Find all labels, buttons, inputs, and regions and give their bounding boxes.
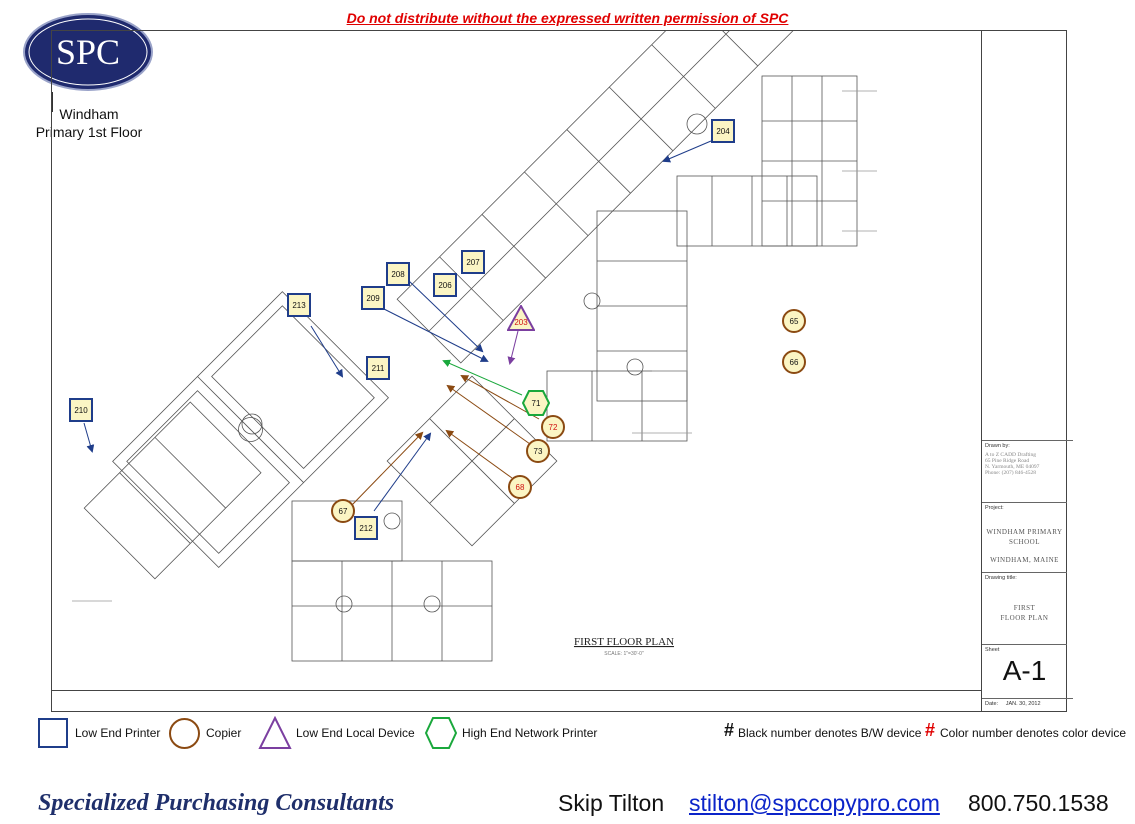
- drawn-by-line: A to Z CADD Drafting: [985, 452, 1037, 458]
- copier-marker[interactable]: 68: [508, 475, 532, 499]
- local-device-marker[interactable]: 203: [507, 305, 535, 331]
- contact-phone: 800.750.1538: [968, 790, 1109, 816]
- plan-scale: SCALE: 1"=30'-0": [604, 651, 644, 657]
- floor-label-building: Windham: [59, 106, 119, 122]
- project-label: Project:: [985, 505, 1004, 511]
- copier-marker[interactable]: 65: [782, 309, 806, 333]
- company-name: Specialized Purchasing Consultants: [38, 790, 395, 816]
- floor-label-floor: Primary 1st Floor: [35, 124, 143, 140]
- drawing-title-line: FIRST: [1013, 604, 1036, 612]
- printer-marker[interactable]: 207: [461, 250, 485, 274]
- color-note-text: Color number denotes color device: [940, 726, 1127, 740]
- logo-connector: [52, 92, 53, 112]
- sheet-number: A-1: [1002, 655, 1047, 686]
- plan-title: FIRST FLOOR PLAN: [574, 636, 674, 648]
- copier-marker[interactable]: 72: [541, 415, 565, 439]
- network-printer-marker[interactable]: 71: [522, 390, 550, 416]
- floor-plan-drawing: FIRST FLOOR PLAN SCALE: 1"=30'-0": [72, 31, 877, 662]
- printer-marker[interactable]: 212: [354, 516, 378, 540]
- copier-legend-icon: [169, 718, 200, 749]
- printer-legend-icon: [38, 718, 68, 748]
- contact-name: Skip Tilton: [558, 790, 665, 816]
- project-line: SCHOOL: [1008, 538, 1040, 546]
- hash-symbol: #: [724, 720, 735, 740]
- drawing-title-line: FLOOR PLAN: [1000, 614, 1049, 622]
- project-line: WINDHAM PRIMARY: [986, 528, 1063, 536]
- frame-bottom-rule: [51, 690, 982, 691]
- drawn-by-label: Drawn by:: [985, 443, 1010, 449]
- network-printer-number: 71: [532, 399, 541, 408]
- sheet-label: Sheet: [985, 647, 1000, 653]
- floor-label: Windham Primary 1st Floor: [20, 105, 158, 141]
- drawn-by-line: N. Yarmouth, ME 04097: [985, 464, 1040, 470]
- drawing-frame: [51, 30, 1067, 712]
- hash-symbol-color: #: [925, 720, 936, 740]
- legend-label: Copier: [206, 726, 242, 740]
- drawing-title-label: Drawing title:: [985, 575, 1017, 581]
- printer-marker[interactable]: 206: [433, 273, 457, 297]
- printer-marker[interactable]: 211: [366, 356, 390, 380]
- sheet-section: Sheet A-1: [982, 644, 1067, 699]
- legend-label: High End Network Printer: [462, 726, 598, 740]
- date-section: Date: JAN. 30, 2012: [982, 698, 1073, 715]
- copier-marker[interactable]: 67: [331, 499, 355, 523]
- drawn-by-section: Drawn by: A to Z CADD Drafting 65 Pine R…: [982, 440, 1073, 503]
- distribution-warning: Do not distribute without the expressed …: [346, 10, 789, 26]
- triangle-legend-icon: [258, 716, 292, 749]
- spc-logo: SPC: [23, 13, 153, 91]
- svg-text:SPC: SPC: [56, 32, 120, 72]
- bw-note-text: Black number denotes B/W device: [738, 726, 922, 740]
- printer-marker[interactable]: 209: [361, 286, 385, 310]
- contact-email-link[interactable]: stilton@spccopypro.com: [689, 790, 940, 816]
- project-line: WINDHAM, MAINE: [990, 556, 1059, 564]
- title-block: Drawn by: A to Z CADD Drafting 65 Pine R…: [981, 30, 1073, 712]
- project-section: Project: WINDHAM PRIMARY SCHOOL WINDHAM,…: [982, 502, 1067, 571]
- printer-marker[interactable]: 210: [69, 398, 93, 422]
- copier-marker[interactable]: 73: [526, 439, 550, 463]
- legend-label: Low End Printer: [75, 726, 161, 740]
- local-device-number: 203: [514, 318, 528, 327]
- date-value: JAN. 30, 2012: [1005, 701, 1041, 707]
- drawn-by-line: 65 Pine Ridge Road: [985, 458, 1030, 464]
- printer-marker[interactable]: 208: [386, 262, 410, 286]
- printer-marker[interactable]: 204: [711, 119, 735, 143]
- drawing-title-section: Drawing title: FIRST FLOOR PLAN: [982, 572, 1067, 645]
- hexagon-legend-icon: [424, 717, 458, 749]
- drawn-by-line: Phone: (207) 846-4528: [985, 470, 1037, 476]
- copier-marker[interactable]: 66: [782, 350, 806, 374]
- date-label: Date:: [985, 701, 999, 707]
- legend-label: Low End Local Device: [296, 726, 415, 740]
- printer-marker[interactable]: 213: [287, 293, 311, 317]
